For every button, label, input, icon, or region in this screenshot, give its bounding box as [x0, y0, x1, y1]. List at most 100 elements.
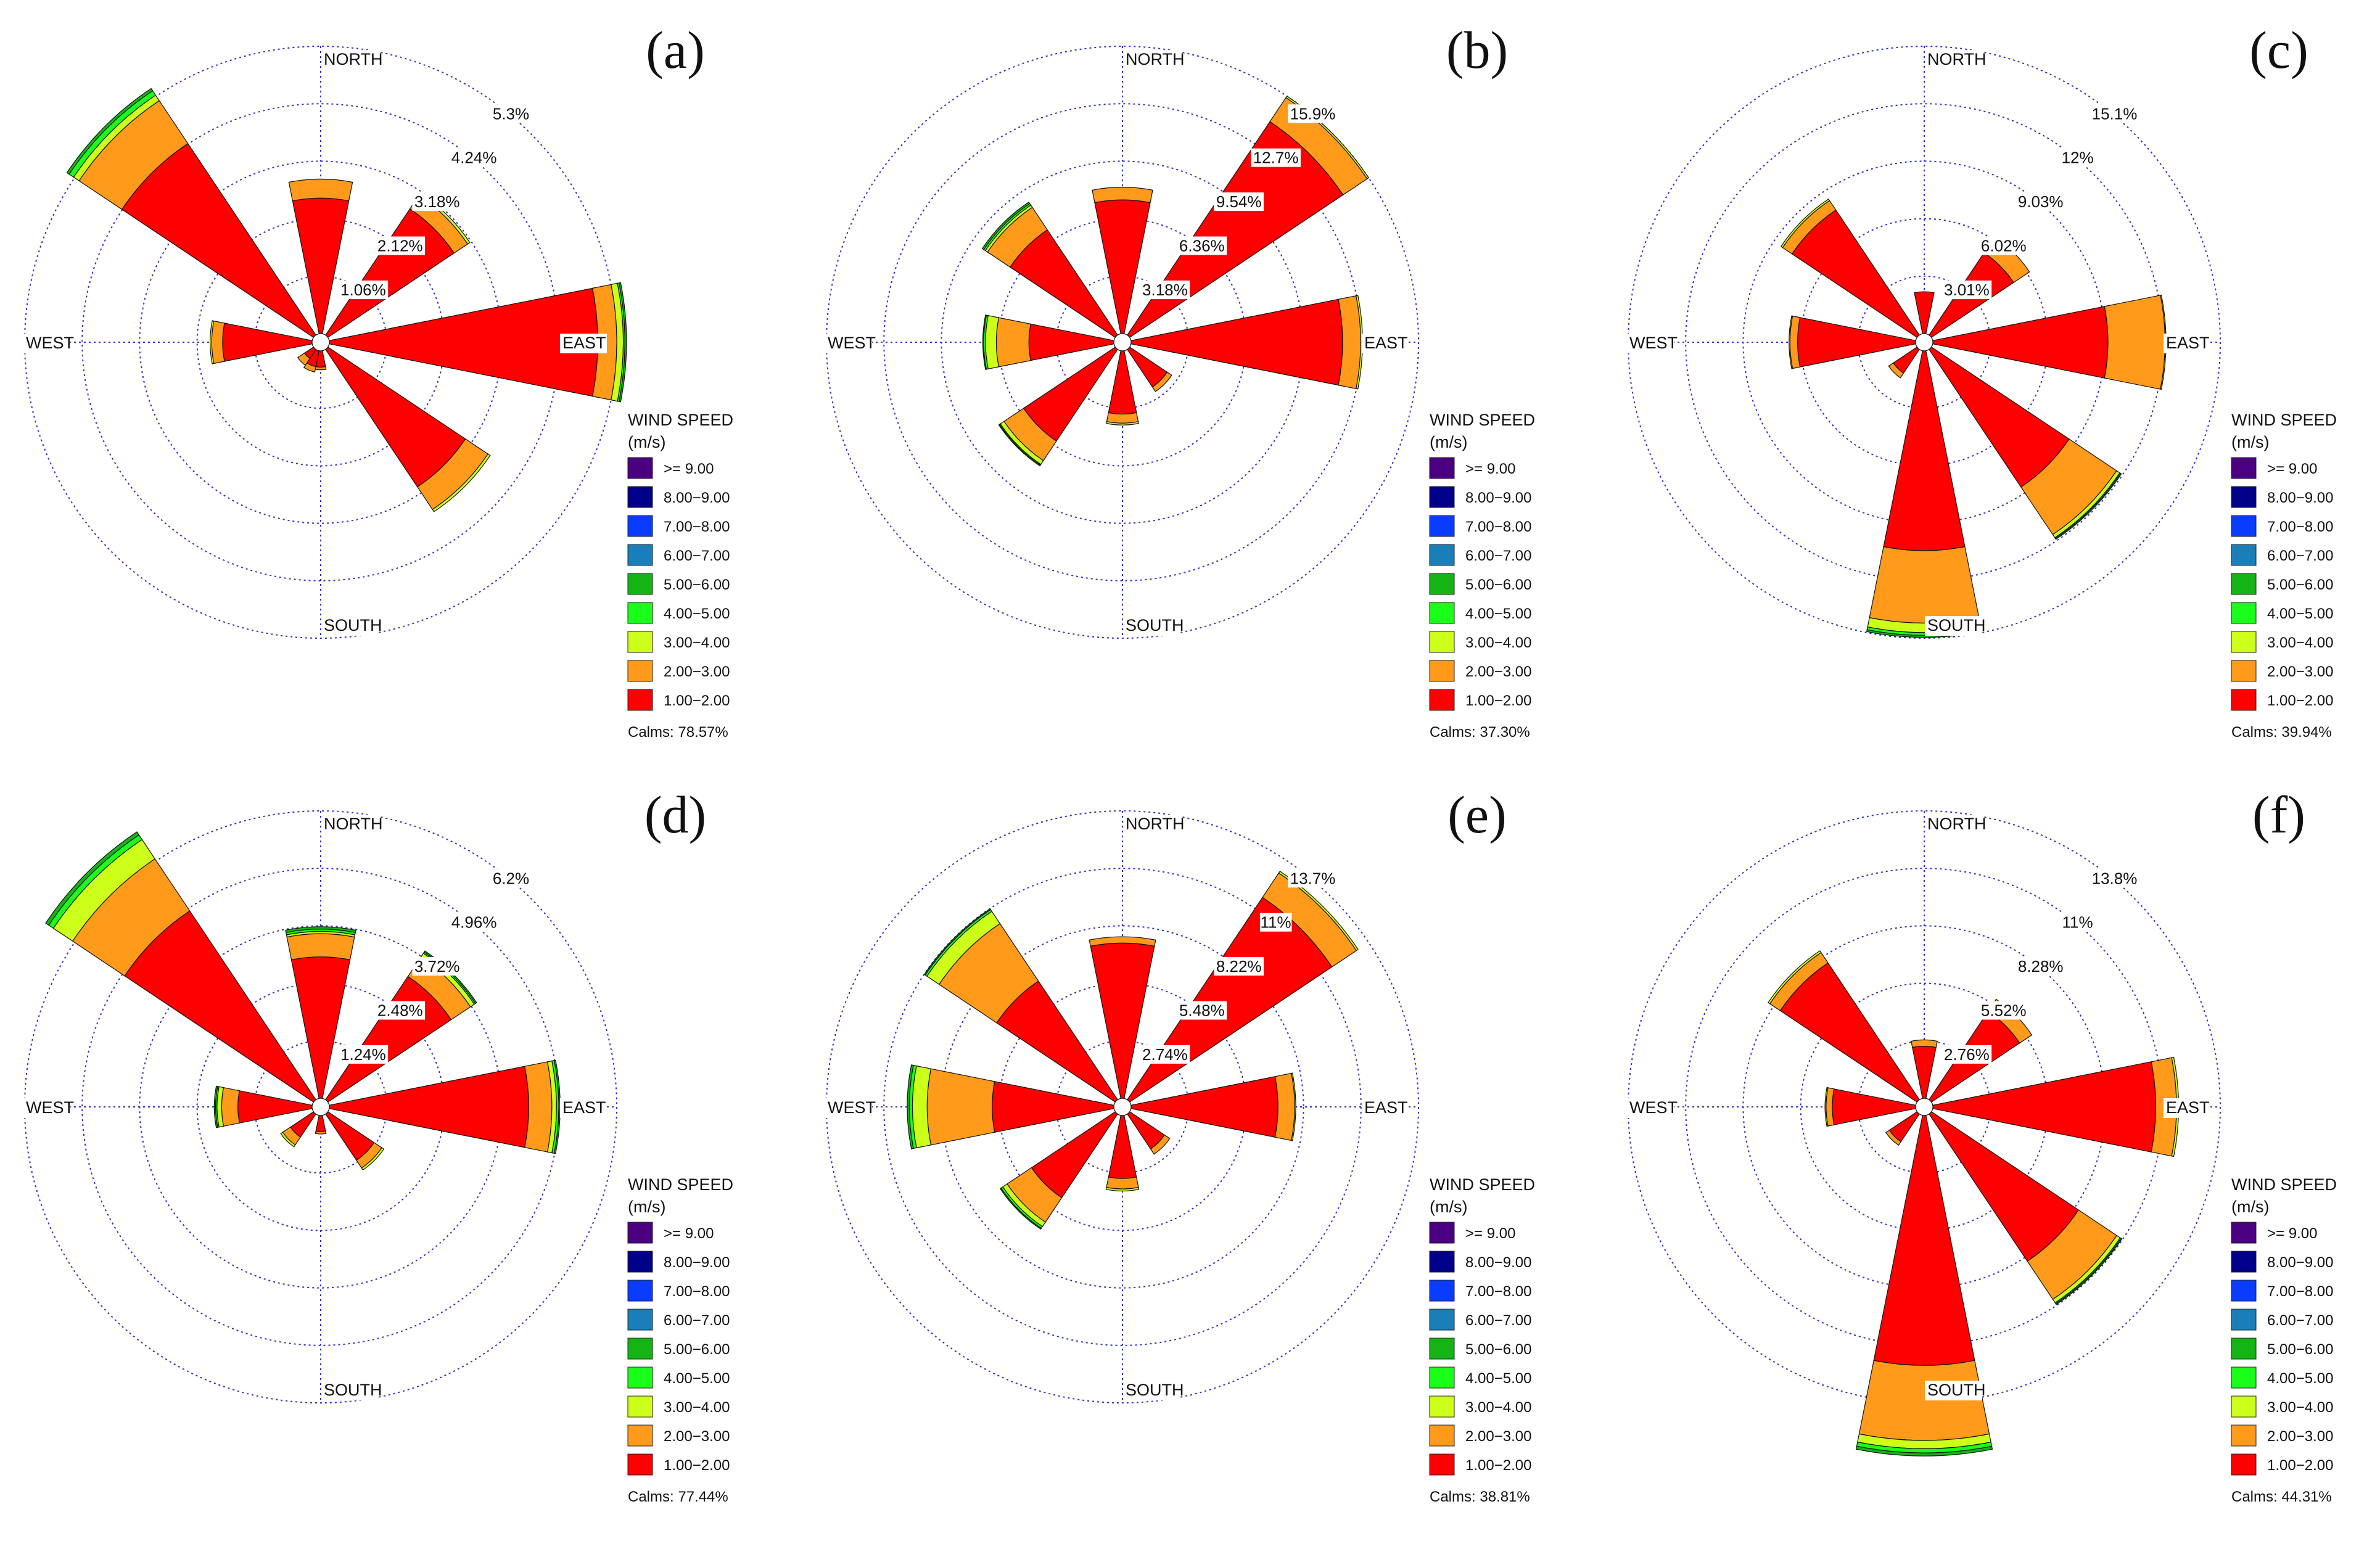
compass-west-bg: [23, 1098, 70, 1118]
legend-label: 3.00−4.00: [664, 635, 730, 651]
calms-label: Calms: 78.57%: [628, 724, 728, 741]
ring-label-bg: [2016, 957, 2065, 976]
legend-label: 7.00−8.00: [2267, 1283, 2333, 1300]
legend-swatch: [2231, 1366, 2257, 1389]
petal-E-bin3: [2171, 1056, 2180, 1157]
ring-label-text: 12%: [2062, 149, 2094, 167]
compass-east-label: EAST: [1364, 1098, 1408, 1117]
legend-swatch: [627, 1338, 653, 1360]
ring-label: 9.03%: [2016, 192, 2065, 212]
compass-south-label: SOUTH: [1126, 1381, 1184, 1399]
petal-N-bin5: [285, 926, 356, 933]
compass-west-label: WEST: [828, 1098, 876, 1117]
petal-SW-bin3: [280, 1132, 296, 1148]
ring-label: 2.74%: [1140, 1045, 1190, 1064]
ring-label-bg: [2061, 148, 2094, 167]
rose-center: [1113, 333, 1132, 351]
ring-label-bg: [1214, 957, 1264, 976]
petal-E-bin3: [1356, 295, 1363, 390]
ring-label-bg: [1251, 148, 1301, 167]
ring-label: 6.2%: [490, 869, 532, 888]
petal-W-bin2: [221, 1087, 241, 1127]
legend-unit: (m/s): [628, 433, 665, 451]
legend-label: >= 9.00: [2267, 1225, 2317, 1242]
ring-label: 5.3%: [490, 104, 532, 123]
compass-west-bg: [825, 1098, 872, 1118]
ring-label-text: 5.52%: [1981, 1001, 2027, 1020]
compass-west-label: WEST: [26, 334, 74, 352]
ring-label-bg: [1140, 280, 1190, 299]
compass-south-label: SOUTH: [1126, 616, 1184, 635]
compass-west-label: WEST: [1629, 334, 1678, 352]
petal-N-bin2: [286, 933, 355, 961]
compass-west-label: WEST: [828, 334, 876, 352]
ring-label: 1.06%: [338, 280, 389, 299]
legend-label: 1.00−2.00: [1465, 692, 1531, 709]
petal-S-bin2: [315, 1130, 327, 1135]
petal-W-bin2: [995, 317, 1031, 368]
ring-label: 6.02%: [1979, 236, 2029, 255]
legend-swatch: [1429, 486, 1455, 508]
legend-swatch: [627, 602, 653, 624]
petal-SE-bin3: [432, 453, 491, 512]
legend-swatch: [1429, 1453, 1455, 1476]
compass-east-bg: [560, 334, 607, 353]
ring-label: 9.54%: [1214, 192, 1264, 212]
legend-swatch: [627, 1453, 653, 1476]
legend-label: 8.00−9.00: [2267, 1254, 2333, 1271]
legend-label: 6.00−7.00: [2267, 1312, 2333, 1329]
legend-title: WIND SPEED: [628, 411, 733, 429]
compass-south-label: SOUTH: [324, 616, 382, 635]
legend-label: 4.00−5.00: [664, 1370, 730, 1387]
compass-east-label: EAST: [562, 1098, 606, 1117]
compass-south-bg: [321, 616, 379, 636]
legend-swatch: [1429, 660, 1455, 682]
petal-NW-bin5: [45, 831, 140, 926]
legend-label: 8.00−9.00: [1465, 490, 1531, 506]
ring-label-text: 15.9%: [1290, 104, 1336, 123]
ring-label-text: 3.72%: [414, 957, 460, 976]
legend-swatch: [2231, 631, 2257, 653]
panel-letter: (f): [2252, 785, 2305, 844]
petal-SW-bin5: [999, 1187, 1042, 1230]
petal-SE-bin5: [2054, 472, 2122, 540]
ring-label-bg: [1177, 1001, 1227, 1020]
petal-W-bin3: [210, 320, 215, 364]
legend-label: 4.00−5.00: [2267, 606, 2333, 622]
legend-swatch: [627, 515, 653, 537]
legend-label: >= 9.00: [664, 461, 714, 477]
ring-label-bg: [1288, 104, 1338, 123]
ring-label-text: 6.02%: [1981, 237, 2027, 255]
legend-unit: (m/s): [1430, 433, 1467, 451]
ring-label-bg: [375, 236, 426, 255]
rose-center: [311, 333, 330, 351]
legend-label: 3.00−4.00: [1465, 635, 1531, 651]
legend-swatch: [2231, 1424, 2257, 1447]
legend-label: >= 9.00: [1465, 1225, 1515, 1242]
legend-label: 8.00−9.00: [664, 1254, 730, 1271]
legend-label: 8.00−9.00: [2267, 490, 2333, 506]
petal-E-bin2: [2104, 295, 2166, 390]
compass-south-bg: [1925, 616, 1982, 636]
ring-label: 5.48%: [1177, 1001, 1227, 1020]
compass-south-bg: [321, 1381, 379, 1400]
legend-label: 7.00−8.00: [664, 519, 730, 535]
legend-swatch: [1429, 1251, 1455, 1273]
legend-label: 5.00−6.00: [1465, 577, 1531, 593]
ring-label-text: 11%: [2062, 913, 2093, 932]
legend-label: 2.00−3.00: [664, 1428, 730, 1445]
legend-swatch: [627, 1251, 653, 1273]
legend-swatch: [1429, 1280, 1455, 1302]
petal-W-bin1: [1028, 323, 1115, 361]
legend-swatch: [627, 457, 653, 479]
petal-S-bin5: [1855, 1445, 1993, 1457]
ring-label-bg: [375, 1001, 426, 1020]
legend-swatch: [627, 486, 653, 508]
ring-label-text: 2.48%: [377, 1001, 423, 1020]
legend-label: 5.00−6.00: [2267, 577, 2333, 593]
ring-label: 12.7%: [1251, 148, 1301, 167]
ring-label-text: 15.1%: [2092, 104, 2138, 123]
ring-label-text: 3.18%: [1142, 281, 1188, 299]
ring-label: 3.18%: [412, 192, 462, 212]
